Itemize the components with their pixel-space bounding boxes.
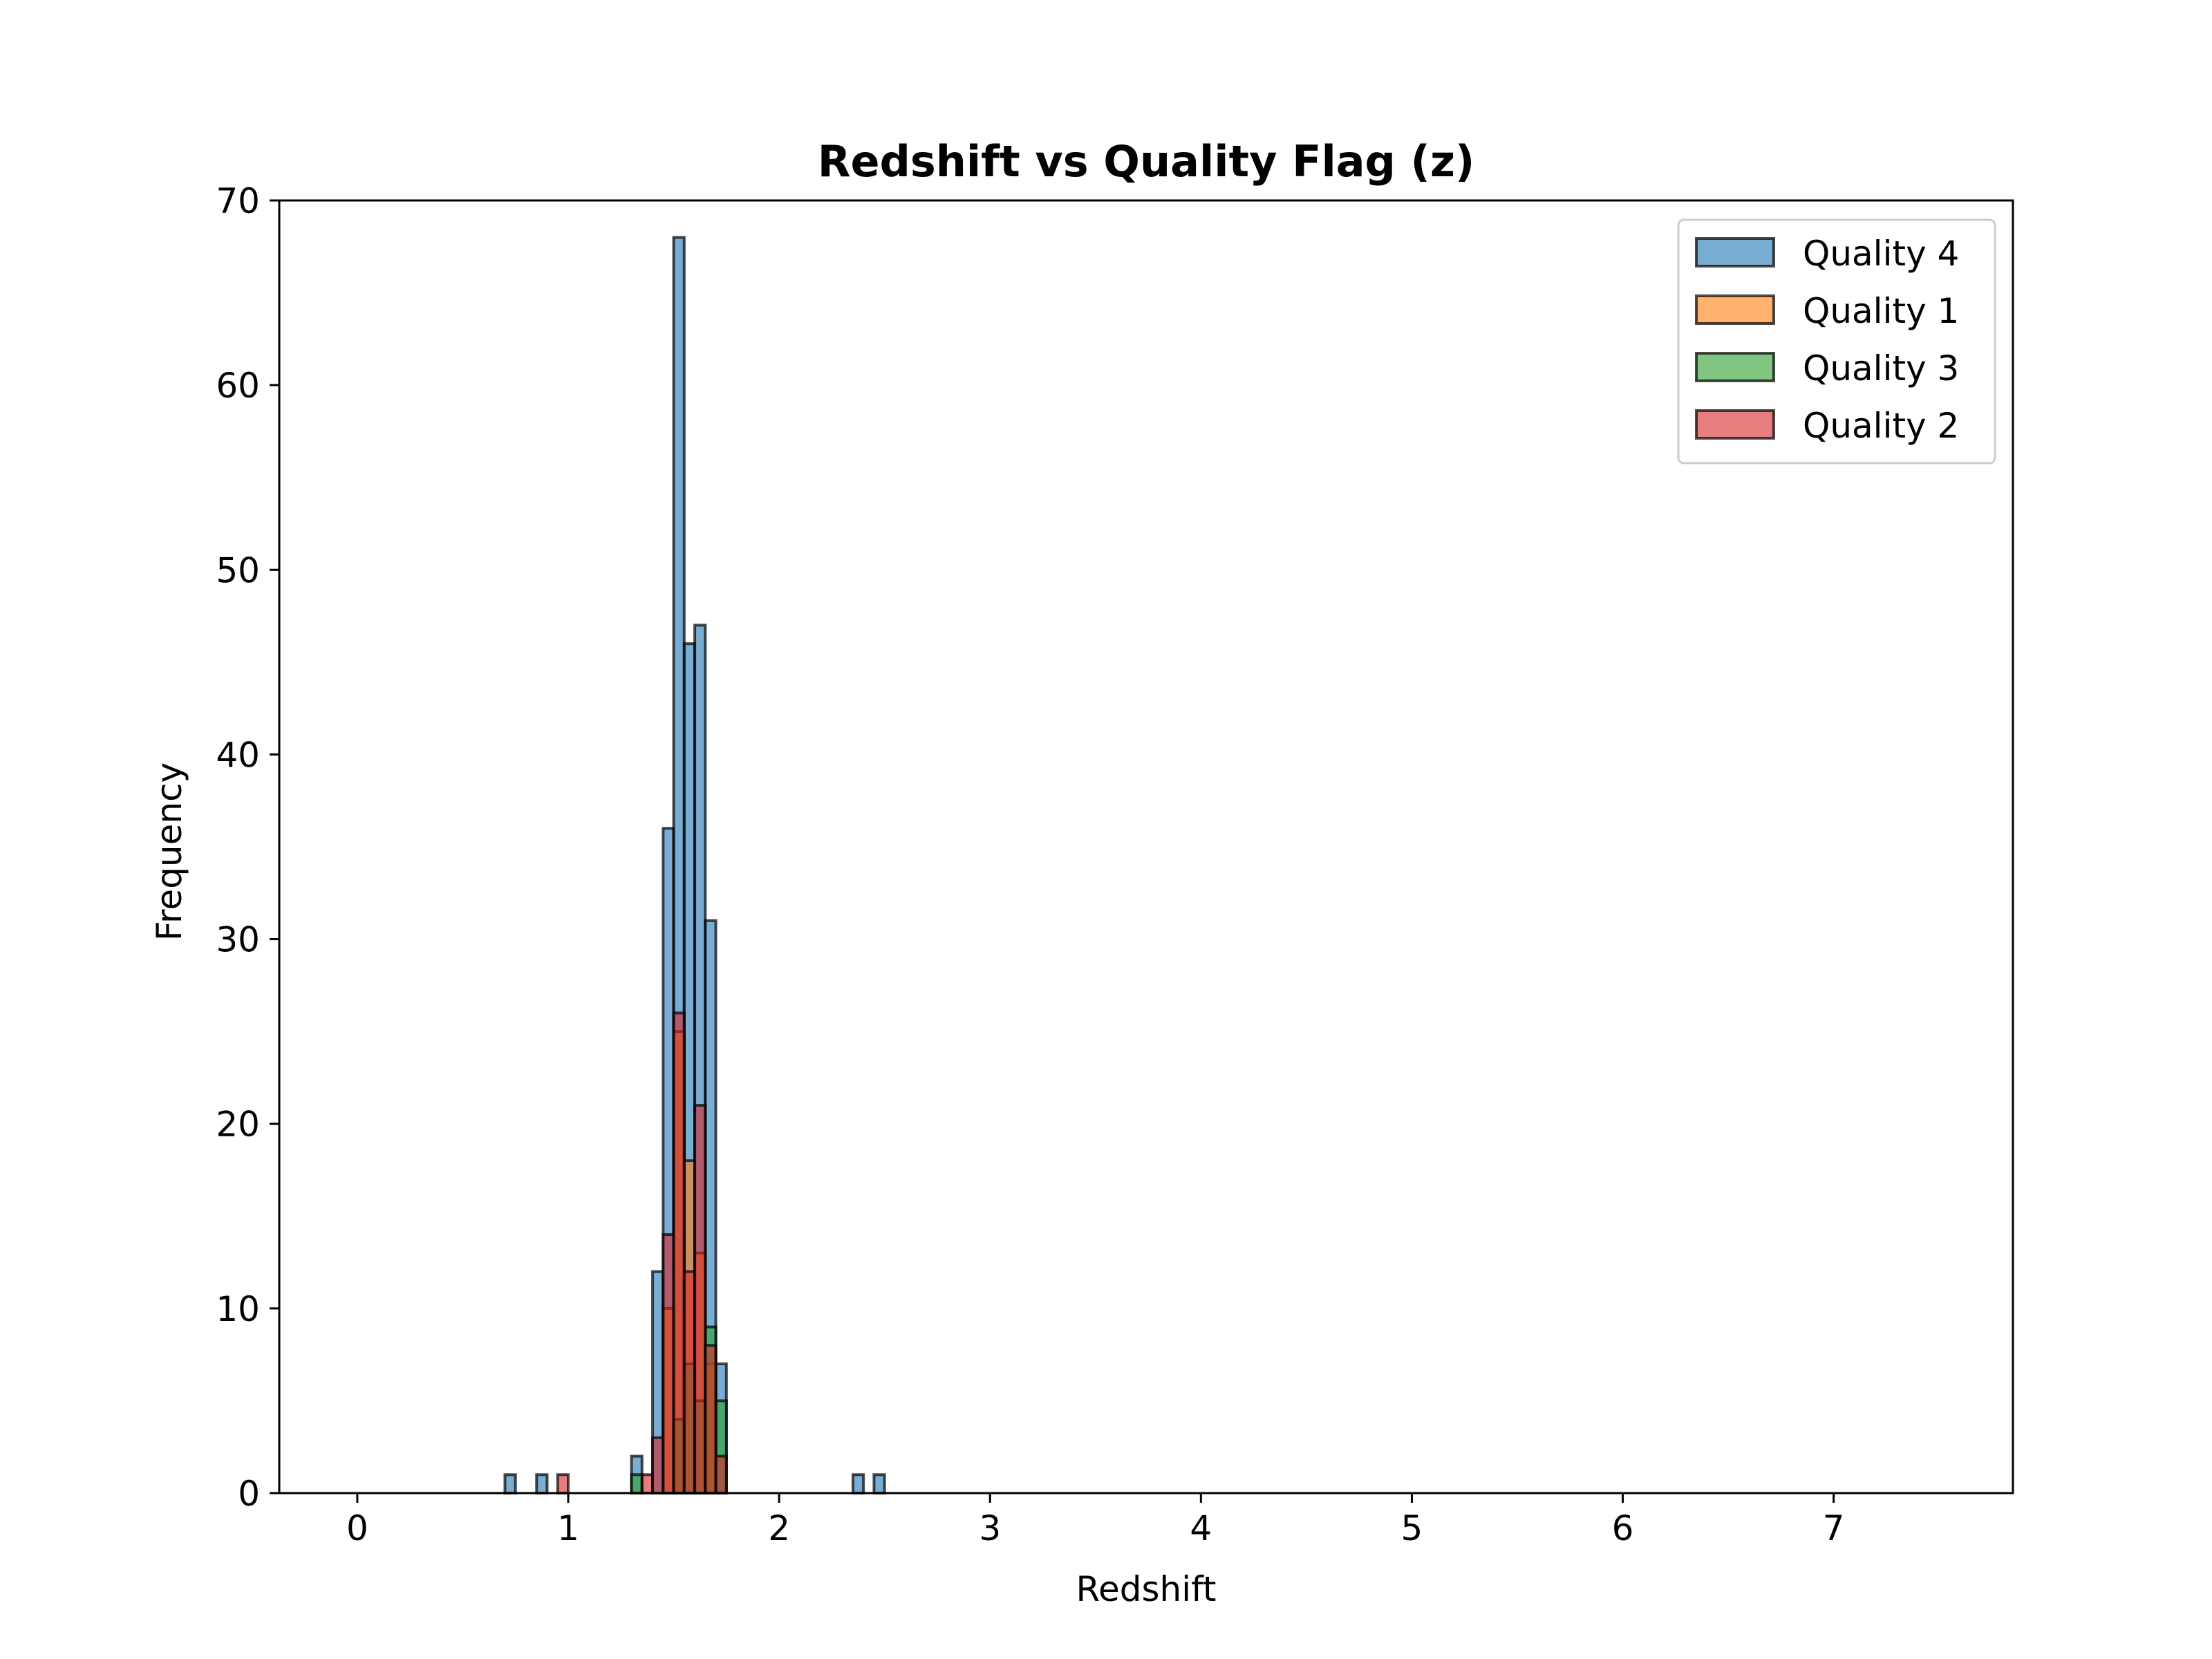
y-tick-label: 0 [238, 1474, 260, 1514]
legend-label: Quality 4 [1803, 234, 1959, 274]
series-4-bars [556, 1011, 728, 1495]
x-axis-label: Redshift [1076, 1569, 1217, 1609]
histogram-bar [704, 1344, 718, 1495]
histogram-bar [651, 1436, 665, 1495]
legend-label: Quality 1 [1803, 291, 1959, 331]
y-tick-label: 60 [216, 366, 260, 406]
chart-title: Redshift vs Quality Flag (z) [818, 136, 1475, 187]
x-tick-label: 6 [1612, 1508, 1634, 1548]
histogram-bar [556, 1473, 570, 1494]
x-tick-label: 0 [346, 1508, 368, 1548]
legend: Quality 4 Quality 1 Quality 3 Quality 2 [1677, 218, 1996, 465]
histogram-bar [682, 1270, 697, 1495]
legend-swatch [1695, 237, 1775, 268]
y-axis-label: Frequency [149, 762, 189, 941]
plot-frame [278, 199, 2014, 1494]
histogram-bar [503, 1473, 517, 1494]
legend-label: Quality 3 [1803, 348, 1959, 388]
histogram-bar [714, 1454, 728, 1495]
legend-swatch [1695, 352, 1775, 382]
histogram-bar [640, 1473, 655, 1494]
legend-box [1677, 218, 1996, 465]
x-tick-label: 7 [1823, 1508, 1845, 1548]
x-tick-label: 1 [557, 1508, 579, 1548]
y-tick-label: 40 [216, 735, 260, 775]
legend-label: Quality 2 [1803, 406, 1959, 446]
y-tick-label: 10 [216, 1289, 260, 1329]
y-tick-label: 50 [216, 550, 260, 590]
histogram-bar [535, 1473, 549, 1494]
legend-swatch [1695, 294, 1775, 325]
legend-swatch [1695, 409, 1775, 440]
y-tick-label: 20 [216, 1105, 260, 1145]
histogram-bar [693, 1104, 707, 1494]
histogram-bar [851, 1473, 865, 1494]
x-tick-label: 3 [979, 1508, 1001, 1548]
x-tick-label: 2 [768, 1508, 790, 1548]
y-tick-label: 70 [216, 181, 260, 221]
histogram-bar [630, 1473, 644, 1494]
histogram-bar [662, 1233, 675, 1494]
histogram-bar [872, 1473, 886, 1494]
y-tick-label: 30 [216, 920, 260, 960]
x-tick-label: 5 [1401, 1508, 1423, 1548]
x-tick-label: 4 [1190, 1508, 1212, 1548]
histogram-bar [672, 1011, 686, 1494]
bars-layer [357, 236, 1929, 1495]
